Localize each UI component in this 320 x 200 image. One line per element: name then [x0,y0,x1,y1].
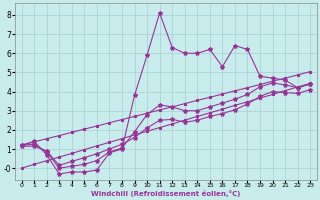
X-axis label: Windchill (Refroidissement éolien,°C): Windchill (Refroidissement éolien,°C) [91,190,241,197]
